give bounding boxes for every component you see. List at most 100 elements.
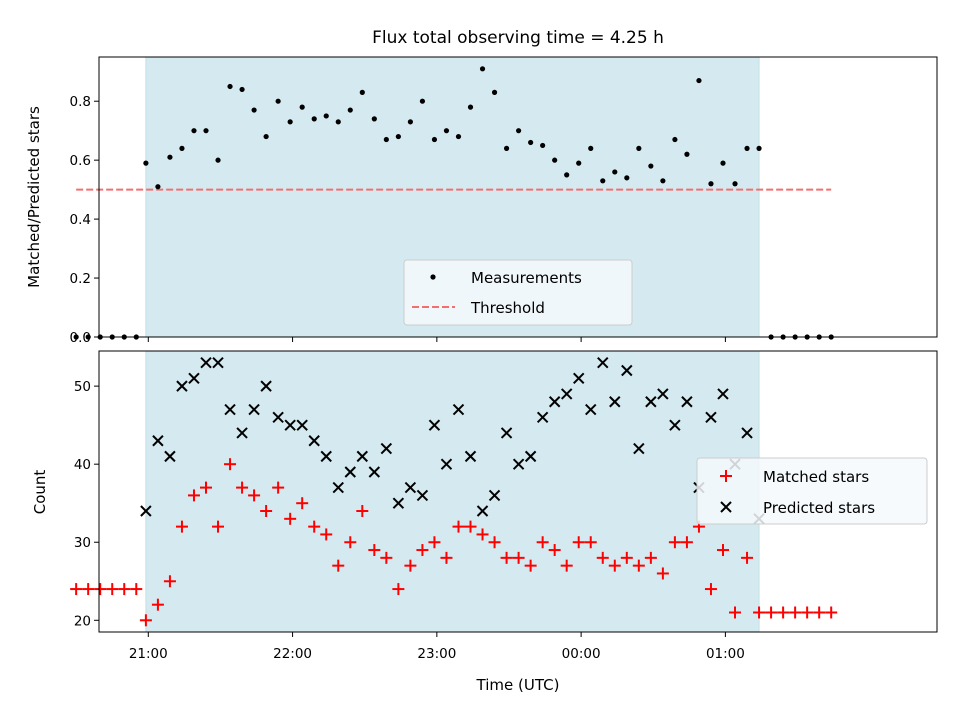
measurement-point [467, 104, 474, 110]
measurement-point [395, 133, 401, 140]
predicted-star-point [380, 442, 393, 455]
measurement-point [251, 107, 257, 113]
measurement-point [443, 128, 450, 134]
matched-star-point [825, 606, 838, 619]
predicted-x-b [705, 411, 717, 424]
x-axis-title: Time (UTC) [476, 676, 560, 694]
matched-star-point [548, 544, 561, 557]
predicted-star-point [741, 427, 753, 439]
predicted-x-b [152, 435, 164, 447]
legend-measurements-marker [430, 274, 436, 280]
matched-star-point [296, 497, 309, 510]
measurement-point [179, 145, 185, 151]
predicted-x-b [224, 403, 236, 416]
predicted-x-b [308, 435, 320, 447]
matched-star-point [596, 551, 609, 564]
predicted-x-b [212, 357, 224, 369]
measurement-point [227, 83, 233, 90]
matched-star-point [118, 583, 131, 596]
top-y-tick-label: 0.0 [70, 330, 91, 346]
measurement-point [612, 169, 618, 175]
matched-star-point [236, 481, 249, 494]
bottom-x-tick-label: 01:00 [706, 646, 745, 662]
matched-star-point [668, 536, 681, 549]
predicted-star-point [705, 411, 717, 424]
matched-star-point [608, 559, 621, 572]
measurement-point [419, 98, 426, 104]
predicted-star-point [645, 396, 657, 408]
matched-star-point [476, 528, 489, 541]
predicted-x-b [669, 419, 681, 431]
top-y-tick-label: 0.8 [70, 94, 91, 110]
measurement-point [383, 136, 389, 143]
predicted-star-point [609, 396, 621, 408]
predicted-x-b [140, 505, 152, 517]
predicted-star-point [717, 388, 729, 400]
measurement-point [371, 116, 377, 122]
predicted-star-point [296, 419, 308, 431]
bottom-y-tick-label: 40 [74, 457, 91, 473]
predicted-star-point [212, 357, 224, 369]
matched-star-point [272, 481, 285, 494]
measurement-point [684, 151, 690, 157]
matched-star-point [404, 559, 417, 572]
bottom-legend: Matched stars Predicted stars [696, 457, 928, 525]
predicted-x-b [681, 396, 693, 408]
predicted-x-b [657, 388, 669, 400]
predicted-star-point [140, 505, 152, 517]
predicted-star-point [416, 489, 429, 502]
predicted-star-point [573, 372, 585, 385]
predicted-star-point [356, 450, 369, 463]
measurement-point [540, 142, 546, 149]
matched-star-point [332, 559, 345, 572]
predicted-x-b [645, 396, 657, 408]
matched-star-point [284, 512, 297, 525]
matched-star-point [680, 536, 693, 549]
predicted-x-b [428, 419, 441, 431]
measurement-point [155, 184, 161, 190]
measurement-point [516, 128, 522, 134]
predicted-star-point [308, 435, 320, 447]
measurement-point [696, 77, 702, 84]
matched-star-point [130, 583, 143, 596]
predicted-star-point [452, 403, 465, 416]
matched-star-point [620, 551, 633, 564]
measurement-point [73, 334, 79, 340]
measurement-point [744, 145, 750, 151]
measurement-point [624, 175, 630, 181]
legend-matched-marker [720, 470, 732, 482]
predicted-star-point [200, 357, 212, 369]
matched-star-point [789, 606, 802, 619]
predicted-x-b [440, 458, 453, 470]
measurement-point [600, 178, 606, 184]
legend-predicted-label: Predicted stars [763, 499, 875, 517]
predicted-x-b [296, 419, 308, 431]
matched-star-point [716, 544, 729, 557]
measurement-point [588, 145, 594, 151]
legend-threshold-label: Threshold [470, 299, 545, 317]
predicted-x-b [452, 403, 465, 416]
predicted-star-point [236, 427, 248, 439]
predicted-star-point [633, 442, 645, 455]
matched-star-point [106, 583, 119, 596]
predicted-x-b [548, 396, 561, 408]
measurement-point [407, 119, 413, 125]
predicted-x-b [488, 489, 501, 502]
measurement-point [552, 157, 558, 163]
measurement-point [479, 66, 486, 72]
measurement-point [239, 86, 245, 93]
matched-star-point [632, 559, 645, 572]
predicted-x-b [320, 450, 332, 463]
predicted-star-point [176, 380, 188, 392]
predicted-x-b [536, 411, 549, 424]
matched-star-point [704, 583, 717, 596]
matched-star-point [248, 489, 261, 502]
predicted-star-point [512, 458, 525, 470]
predicted-star-point [392, 497, 405, 509]
matched-star-point [187, 489, 200, 502]
matched-star-point [308, 520, 321, 533]
legend-matched-label: Matched stars [763, 468, 869, 486]
predicted-star-point [440, 458, 453, 470]
bottom-x-tick-label: 22:00 [273, 646, 312, 662]
predicted-star-point [368, 466, 381, 478]
